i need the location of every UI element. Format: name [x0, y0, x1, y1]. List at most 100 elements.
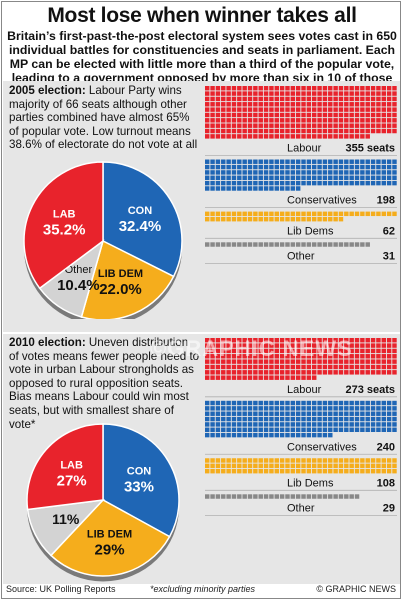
seat-cell [242, 348, 247, 354]
pie-name-label: Other [65, 264, 93, 276]
seat-cell [285, 416, 290, 422]
seat-cell [301, 96, 306, 102]
seat-cell [312, 91, 317, 96]
seat-cell [226, 107, 231, 112]
seat-cell [290, 180, 296, 186]
seat-cell [242, 180, 247, 186]
seat-cell [333, 123, 338, 128]
seat-cell [269, 134, 274, 139]
seat-count-label: 29 [383, 503, 395, 515]
seat-cell [269, 468, 274, 474]
seat-cell [285, 427, 290, 432]
seat-cell [237, 463, 242, 469]
seat-cell [205, 134, 210, 139]
seat-cell [258, 123, 263, 128]
seat-cell [381, 180, 386, 186]
seat-cell [215, 338, 221, 343]
seat-cell [312, 211, 317, 217]
seat-cell [221, 216, 226, 222]
seat-cell [386, 123, 392, 128]
seat-cell [344, 343, 349, 348]
seat-cell [295, 364, 301, 370]
seat-cell [370, 468, 376, 474]
seat-cell [365, 338, 370, 343]
election-2010-desc: Uneven distribution of votes means fewer… [9, 336, 200, 431]
seat-cell [295, 118, 301, 123]
seat-cell [269, 180, 274, 186]
seat-cell [269, 400, 274, 406]
seat-cell [258, 468, 263, 474]
seat-cell [279, 112, 285, 118]
seat-cell [338, 364, 344, 370]
seat-cell [215, 216, 221, 222]
seat-cell [370, 338, 376, 343]
seat-cell [221, 86, 226, 91]
seat-cell [365, 422, 370, 427]
seat-cell [360, 128, 365, 134]
seat-cell [285, 411, 290, 416]
seat-cell [231, 128, 237, 134]
seat-cell [295, 107, 301, 112]
seat-cell [253, 118, 258, 123]
seat-cell [370, 164, 376, 170]
seat-cell [247, 354, 253, 359]
seat-cell [285, 463, 290, 469]
seat-cell [354, 406, 360, 411]
seat-cell [247, 364, 253, 370]
seat-cell [210, 180, 215, 186]
seat-cell [258, 96, 263, 102]
seat-cell [312, 494, 317, 499]
seat-cell [290, 416, 296, 422]
seat-cell [237, 86, 242, 91]
seat-cell [279, 370, 285, 375]
seat-cell [328, 180, 333, 186]
seat-cell [360, 164, 365, 170]
seat-cell [386, 411, 392, 416]
seat-cell [295, 422, 301, 427]
seat-cell [210, 348, 215, 354]
seat-cell [226, 338, 231, 343]
seat-cell [205, 112, 210, 118]
seat-cell [221, 432, 226, 438]
seat-cell [381, 159, 386, 164]
seat-cell [205, 359, 210, 364]
watermark: ©GRAPHIC NEWS [150, 336, 353, 361]
seat-cell [301, 348, 306, 354]
seat-cell [360, 123, 365, 128]
seat-cell [354, 128, 360, 134]
seat-cell [306, 164, 312, 170]
seat-cell [237, 107, 242, 112]
seat-cell [285, 432, 290, 438]
seat-cell [285, 186, 290, 191]
seat-cell [322, 159, 328, 164]
seat-cell [392, 91, 397, 96]
seat-cell [279, 348, 285, 354]
seat-cell [247, 494, 253, 499]
seat-cell [376, 86, 381, 91]
seat-cell [258, 411, 263, 416]
seat-cell [263, 134, 269, 139]
seat-cell [306, 134, 312, 139]
seat-cell [231, 112, 237, 118]
seat-cell [226, 494, 231, 499]
seat-cell [365, 118, 370, 123]
seat-cell [274, 416, 279, 422]
seat-cell [370, 107, 376, 112]
seat-cell [338, 175, 344, 180]
seat-cell [290, 370, 296, 375]
seat-cell [365, 400, 370, 406]
seat-cell [215, 134, 221, 139]
seat-cell [365, 348, 370, 354]
seat-party-label: Lib Dems [287, 225, 334, 237]
seat-cell [215, 86, 221, 91]
seat-cell [354, 170, 360, 175]
seat-cell [376, 400, 381, 406]
seat-cell [338, 216, 344, 222]
seat-cell [328, 422, 333, 427]
seat-cell [338, 494, 344, 499]
source-text: Source: UK Polling Reports [6, 584, 116, 594]
seat-cell [279, 458, 285, 463]
seat-cell [301, 159, 306, 164]
seat-cell [328, 175, 333, 180]
seat-cell [312, 175, 317, 180]
